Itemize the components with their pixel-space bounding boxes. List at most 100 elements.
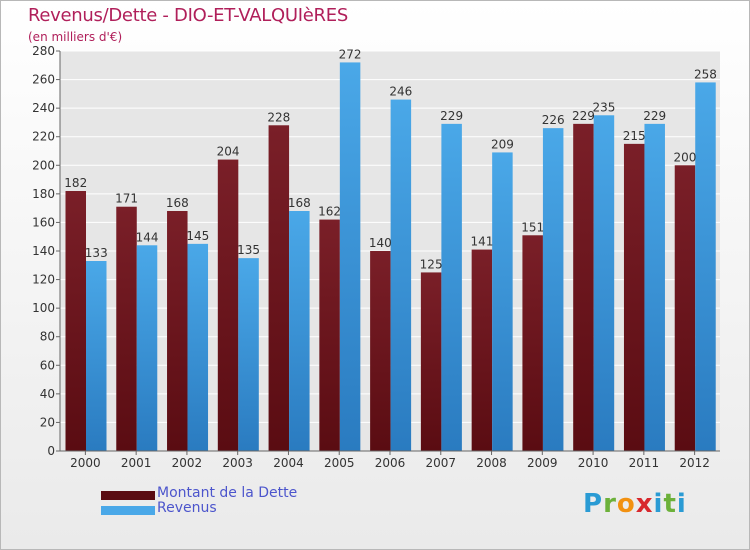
data-label: 145 — [186, 229, 209, 243]
data-label: 135 — [237, 243, 260, 257]
logo-letter: i — [676, 489, 687, 519]
chart-title: Revenus/Dette - DIO-ET-VALQUIèRES — [28, 5, 348, 26]
data-label: 140 — [369, 236, 392, 250]
x-tick-label: 2001 — [121, 456, 152, 470]
bar-debt — [65, 191, 86, 451]
proxiti-logo: Proxiti — [583, 489, 687, 519]
y-tick-label: 60 — [40, 358, 55, 372]
data-label: 200 — [674, 150, 697, 164]
y-tick-label: 180 — [32, 187, 55, 201]
data-label: 246 — [389, 85, 412, 99]
x-tick-label: 2007 — [425, 456, 456, 470]
data-labels: 182 133 171 144 168 145 204 135 228 168 162 272 140 2… — [64, 47, 717, 271]
y-tick-label: 20 — [40, 415, 55, 429]
logo-letter: i — [653, 489, 664, 519]
legend-swatch-revenue — [101, 506, 155, 515]
x-tick-label: 2012 — [679, 456, 710, 470]
bar-revenue — [441, 123, 462, 451]
x-tick-label: 2004 — [273, 456, 304, 470]
bar-revenue — [695, 82, 716, 451]
data-label: 235 — [592, 100, 615, 114]
y-tick-label: 140 — [32, 244, 55, 258]
data-label: 226 — [542, 113, 565, 127]
bar-debt — [217, 159, 239, 452]
y-tick-label: 220 — [32, 130, 55, 144]
legend-label-debt: Montant de la Dette — [157, 485, 298, 501]
legend-swatch-debt — [101, 491, 155, 500]
y-tick-label: 280 — [32, 44, 55, 58]
bar-revenue — [390, 99, 412, 452]
y-tick-label: 100 — [32, 301, 55, 315]
bars — [65, 62, 716, 452]
bar-debt — [674, 165, 696, 452]
legend-label-revenue: Revenus — [157, 500, 217, 516]
y-tick-label: 160 — [32, 215, 55, 229]
chart-subtitle: (en milliers d'€) — [28, 30, 123, 44]
logo-letter: x — [635, 489, 654, 519]
data-label: 151 — [521, 220, 544, 234]
x-tick-label: 2002 — [172, 456, 203, 470]
bar-revenue — [542, 128, 564, 451]
bar-debt — [522, 235, 543, 451]
data-label: 168 — [288, 196, 311, 210]
data-label: 229 — [572, 109, 595, 123]
data-label: 182 — [64, 176, 87, 190]
y-tick-label: 40 — [40, 387, 55, 401]
logo-letter: r — [603, 489, 617, 519]
bar-debt — [420, 272, 442, 451]
x-tick-label: 2005 — [324, 456, 355, 470]
logo-letter: P — [583, 489, 604, 519]
logo-letter: t — [663, 489, 677, 519]
bar-debt — [167, 211, 188, 451]
bar-revenue — [187, 243, 209, 451]
bar-revenue — [238, 258, 259, 451]
data-label: 168 — [166, 196, 189, 210]
data-label: 229 — [643, 109, 666, 123]
x-tick-label: 2011 — [629, 456, 660, 470]
data-label: 229 — [440, 109, 463, 123]
x-axis: 2000 2001 2002 2003 2004 2005 2006 2007 2008 2009… — [60, 450, 720, 470]
y-tick-label: 80 — [40, 330, 55, 344]
data-label: 272 — [339, 47, 362, 61]
data-label: 215 — [623, 129, 646, 143]
data-label: 141 — [470, 235, 493, 249]
x-tick-label: 2008 — [476, 456, 507, 470]
bar-revenue — [492, 152, 513, 451]
data-label: 125 — [420, 257, 443, 271]
bar-debt — [471, 249, 493, 451]
y-axis: 0 20 40 60 80 100 120 140 160 180 200 220 240 260 280 — [32, 44, 61, 458]
bar-revenue — [86, 261, 107, 451]
y-tick-label: 200 — [32, 158, 55, 172]
bar-debt — [116, 206, 137, 451]
x-tick-label: 2003 — [222, 456, 253, 470]
x-tick-label: 2000 — [70, 456, 101, 470]
bar-debt — [370, 251, 391, 451]
y-tick-label: 240 — [32, 101, 55, 115]
data-label: 209 — [491, 137, 514, 151]
data-label: 162 — [318, 205, 341, 219]
data-label: 228 — [267, 110, 290, 124]
bar-debt — [319, 219, 340, 451]
data-label: 204 — [217, 145, 240, 159]
bar-debt — [268, 125, 290, 452]
bar-revenue — [339, 62, 361, 452]
data-label: 133 — [85, 246, 108, 260]
bar-debt — [623, 143, 645, 451]
bar-revenue — [136, 245, 158, 451]
y-tick-label: 0 — [47, 444, 55, 458]
y-tick-label: 120 — [32, 273, 55, 287]
logo-letter: o — [616, 489, 636, 519]
data-label: 258 — [694, 67, 717, 81]
y-tick-label: 260 — [32, 73, 55, 87]
data-label: 144 — [136, 230, 159, 244]
data-label: 171 — [115, 192, 138, 206]
bar-debt — [573, 123, 594, 451]
x-tick-label: 2006 — [375, 456, 406, 470]
bar-revenue — [644, 123, 665, 451]
bar-revenue — [289, 211, 310, 451]
x-tick-label: 2010 — [578, 456, 609, 470]
x-tick-label: 2009 — [527, 456, 558, 470]
bar-revenue — [593, 115, 615, 452]
